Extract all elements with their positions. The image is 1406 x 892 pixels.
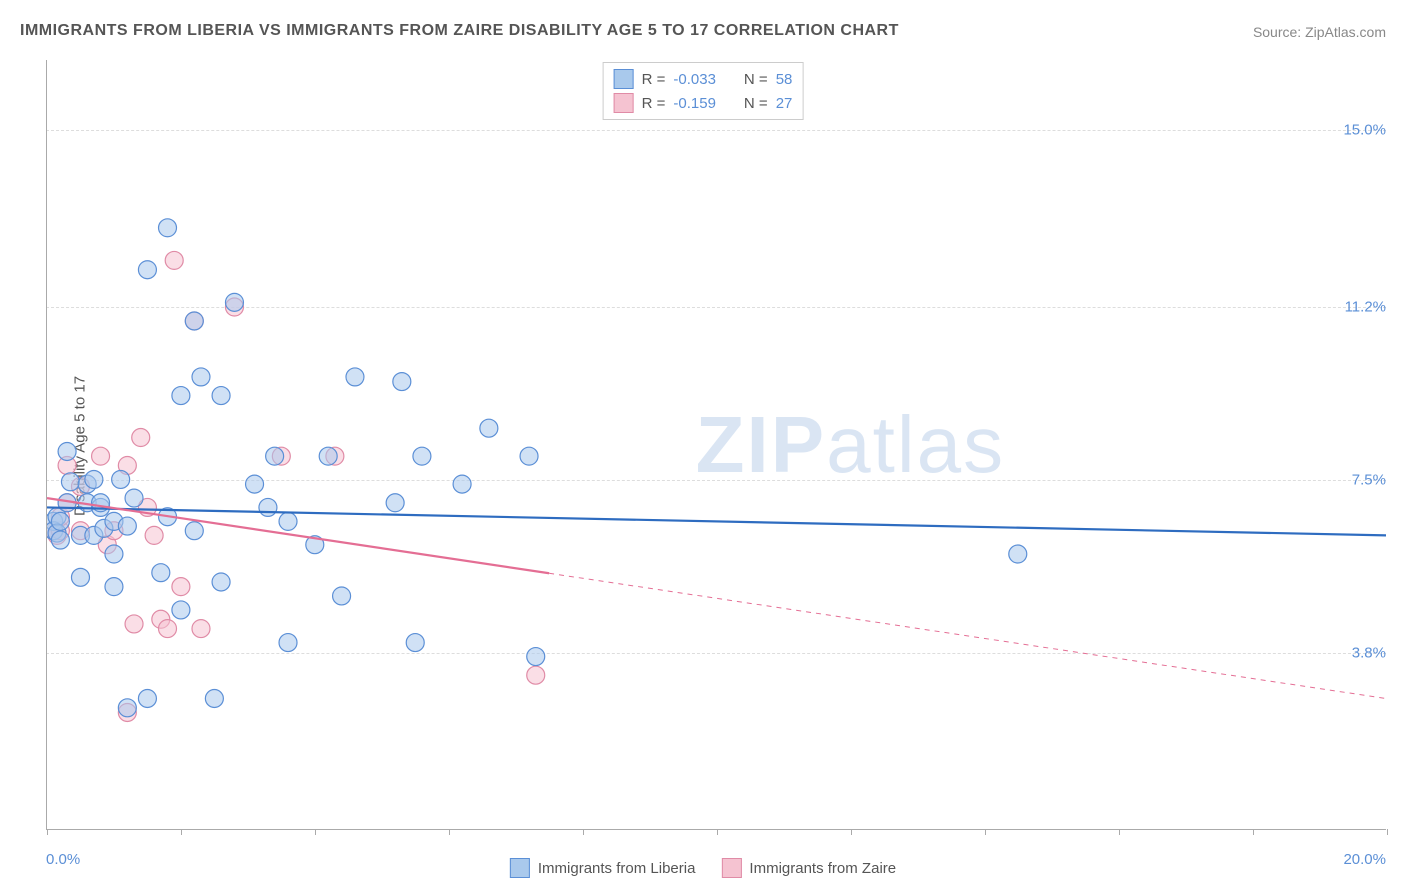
- scatter-point: [185, 522, 203, 540]
- scatter-point: [132, 429, 150, 447]
- scatter-point: [145, 526, 163, 544]
- scatter-point: [152, 564, 170, 582]
- n-label-0: N =: [744, 71, 768, 88]
- r-label-1: R =: [642, 95, 666, 112]
- scatter-point: [118, 699, 136, 717]
- legend-swatch-0: [614, 69, 634, 89]
- legend-bottom: Immigrants from Liberia Immigrants from …: [510, 858, 896, 878]
- scatter-point: [346, 368, 364, 386]
- scatter-point: [105, 578, 123, 596]
- scatter-point: [333, 587, 351, 605]
- legend-top-row-0: R = -0.033 N = 58: [614, 67, 793, 91]
- xtick: [985, 829, 986, 835]
- chart-title: IMMIGRANTS FROM LIBERIA VS IMMIGRANTS FR…: [20, 22, 899, 40]
- xtick: [315, 829, 316, 835]
- n-val-0: 58: [776, 71, 793, 88]
- legend-top: R = -0.033 N = 58 R = -0.159 N = 27: [603, 62, 804, 120]
- scatter-point: [480, 419, 498, 437]
- scatter-point: [118, 517, 136, 535]
- source-label: Source: ZipAtlas.com: [1253, 24, 1386, 40]
- scatter-point: [212, 573, 230, 591]
- scatter-point: [527, 648, 545, 666]
- scatter-point: [266, 447, 284, 465]
- xtick: [181, 829, 182, 835]
- scatter-point: [406, 634, 424, 652]
- scatter-point: [71, 568, 89, 586]
- scatter-point: [386, 494, 404, 512]
- scatter-point: [279, 512, 297, 530]
- scatter-point: [205, 690, 223, 708]
- scatter-point: [185, 312, 203, 330]
- scatter-point: [125, 615, 143, 633]
- chart-svg: [47, 60, 1386, 829]
- scatter-point: [112, 470, 130, 488]
- scatter-point: [319, 447, 337, 465]
- xtick: [1119, 829, 1120, 835]
- scatter-point: [159, 620, 177, 638]
- legend-bottom-label-1: Immigrants from Zaire: [749, 860, 896, 877]
- xtick: [583, 829, 584, 835]
- scatter-point: [1009, 545, 1027, 563]
- scatter-point: [246, 475, 264, 493]
- scatter-point: [413, 447, 431, 465]
- xtick: [717, 829, 718, 835]
- r-label-0: R =: [642, 71, 666, 88]
- legend-swatch-1: [614, 93, 634, 113]
- scatter-point: [172, 578, 190, 596]
- scatter-point: [453, 475, 471, 493]
- xtick: [851, 829, 852, 835]
- scatter-point: [172, 601, 190, 619]
- xmin-label: 0.0%: [46, 851, 80, 868]
- n-label-1: N =: [744, 95, 768, 112]
- scatter-point: [212, 387, 230, 405]
- xmax-label: 20.0%: [1343, 851, 1386, 868]
- scatter-point: [225, 293, 243, 311]
- scatter-point: [138, 690, 156, 708]
- trend-line-dashed: [549, 573, 1386, 698]
- r-val-0: -0.033: [673, 71, 716, 88]
- trend-line: [47, 498, 549, 573]
- legend-bottom-item-1: Immigrants from Zaire: [721, 858, 896, 878]
- scatter-point: [125, 489, 143, 507]
- xtick: [47, 829, 48, 835]
- scatter-point: [192, 620, 210, 638]
- scatter-point: [520, 447, 538, 465]
- scatter-point: [58, 443, 76, 461]
- legend-bottom-item-0: Immigrants from Liberia: [510, 858, 696, 878]
- scatter-point: [192, 368, 210, 386]
- scatter-point: [51, 531, 69, 549]
- legend-bottom-swatch-0: [510, 858, 530, 878]
- xtick: [1387, 829, 1388, 835]
- scatter-point: [393, 373, 411, 391]
- scatter-point: [165, 251, 183, 269]
- scatter-point: [92, 447, 110, 465]
- scatter-point: [259, 498, 277, 516]
- legend-bottom-label-0: Immigrants from Liberia: [538, 860, 696, 877]
- scatter-point: [105, 545, 123, 563]
- scatter-point: [172, 387, 190, 405]
- scatter-point: [51, 512, 69, 530]
- xtick: [449, 829, 450, 835]
- scatter-point: [159, 219, 177, 237]
- n-val-1: 27: [776, 95, 793, 112]
- scatter-point: [279, 634, 297, 652]
- plot-area: ZIPatlas: [46, 60, 1386, 830]
- trend-line: [47, 507, 1386, 535]
- xtick: [1253, 829, 1254, 835]
- legend-top-row-1: R = -0.159 N = 27: [614, 91, 793, 115]
- scatter-point: [85, 470, 103, 488]
- legend-bottom-swatch-1: [721, 858, 741, 878]
- scatter-point: [527, 666, 545, 684]
- scatter-point: [138, 261, 156, 279]
- scatter-point: [61, 473, 79, 491]
- r-val-1: -0.159: [673, 95, 716, 112]
